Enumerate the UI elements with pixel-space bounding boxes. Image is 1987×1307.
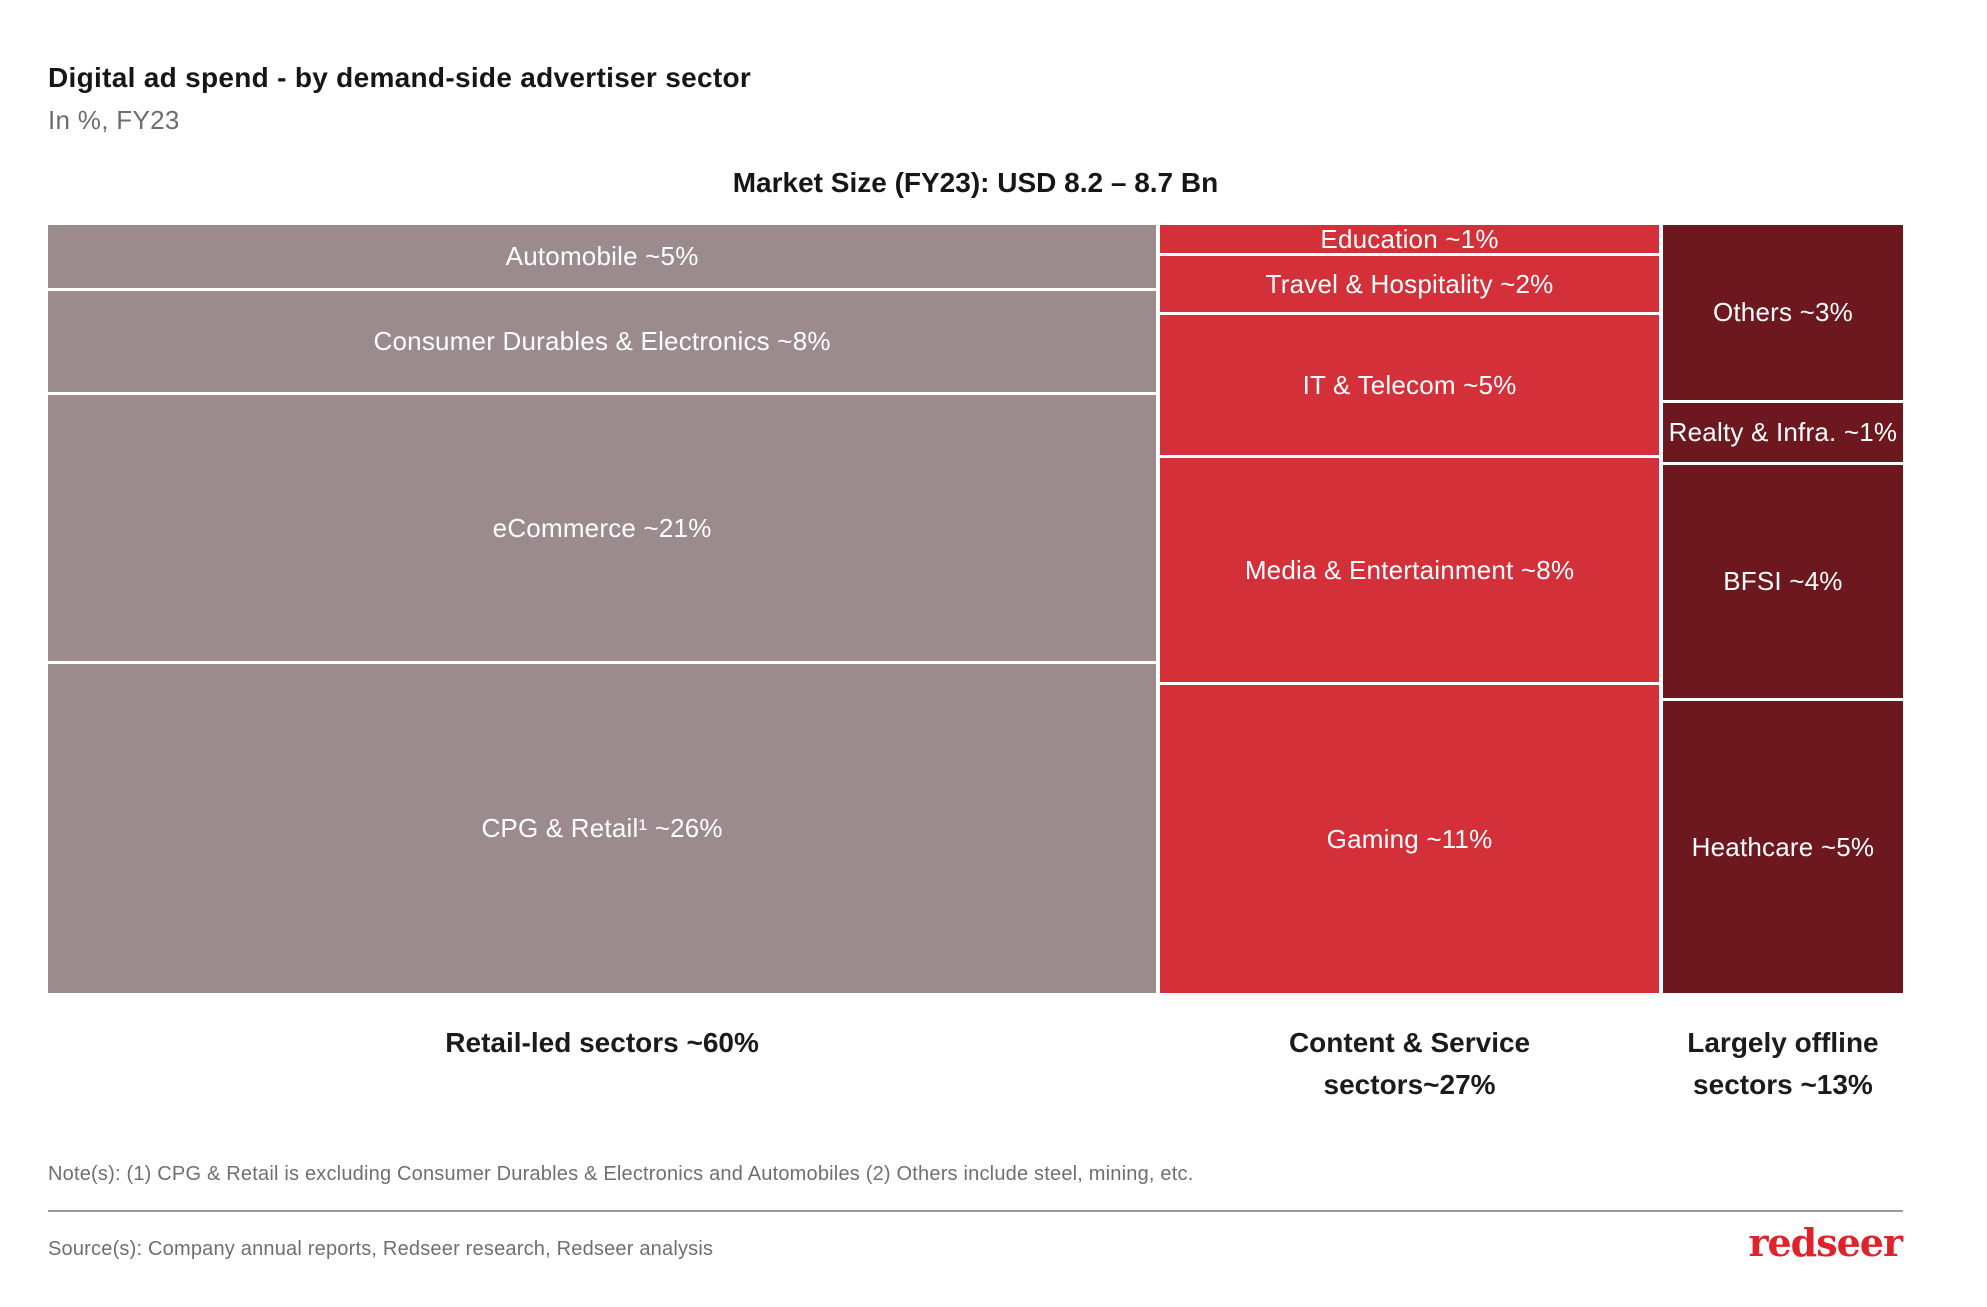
chart-segment: Education ~1% (1160, 223, 1659, 254)
page-subtitle: In %, FY23 (48, 105, 180, 135)
segment-label: Consumer Durables & Electronics ~8% (373, 326, 831, 357)
segment-label: Automobile ~5% (505, 241, 699, 272)
segment-label: Others ~3% (1712, 297, 1853, 328)
notes-text: Note(s): (1) CPG & Retail is excluding C… (48, 1163, 1194, 1185)
column-group-labels: Retail-led sectors ~60% Content & Service… (48, 1022, 1903, 1106)
chart-segment: eCommerce ~21% (48, 395, 1157, 662)
source-text: Source(s): Company annual reports, Redse… (48, 1238, 714, 1260)
chart-segment: CPG & Retail¹ ~26% (48, 664, 1157, 994)
mekko-chart: Automobile ~5% Consumer Durables & Electr… (48, 223, 1903, 994)
segment-label: Education ~1% (1320, 223, 1499, 254)
chart-segment: Gaming ~11% (1160, 685, 1659, 993)
chart-segment: IT & Telecom ~5% (1160, 315, 1659, 455)
chart-segment: Media & Entertainment ~8% (1160, 458, 1659, 682)
segment-label: Heathcare ~5% (1691, 831, 1875, 862)
segment-label: IT & Telecom ~5% (1302, 369, 1517, 400)
chart-segment: Realty & Infra. ~1% (1662, 403, 1903, 462)
segment-label: Media & Entertainment ~8% (1244, 554, 1575, 585)
mekko-column: Automobile ~5% Consumer Durables & Electr… (48, 225, 1157, 994)
segment-label: Realty & Infra. ~1% (1668, 416, 1898, 447)
segment-label: Travel & Hospitality ~2% (1265, 268, 1554, 299)
mekko-column: Others ~3% Realty & Infra. ~1% BFSI ~4% Hea… (1662, 225, 1903, 993)
chart-segment: Consumer Durables & Electronics ~8% (48, 291, 1157, 393)
chart-segment: Others ~3% (1662, 225, 1903, 401)
segment-label: eCommerce ~21% (492, 512, 712, 543)
segment-label: BFSI ~4% (1723, 565, 1843, 596)
column-group-label: Largely offline sectors ~13% (1687, 1027, 1879, 1100)
column-group-label: Content & Service sectors~27% (1288, 1027, 1531, 1100)
chart-segment: Travel & Hospitality ~2% (1160, 256, 1659, 312)
chart-segment: Heathcare ~5% (1662, 701, 1903, 993)
page-title: Digital ad spend - by demand-side advert… (48, 62, 752, 93)
market-size-label: Market Size (FY23): USD 8.2 – 8.7 Bn (732, 167, 1219, 198)
mekko-column: Education ~1% Travel & Hospitality ~2% IT … (1160, 223, 1659, 993)
segment-label: Gaming ~11% (1326, 823, 1493, 854)
segment-label: CPG & Retail¹ ~26% (481, 813, 723, 844)
footer-divider (48, 1210, 1903, 1212)
redseer-logo: redseer (1748, 1220, 1903, 1265)
chart-segment: BFSI ~4% (1662, 464, 1903, 699)
column-group-label: Retail-led sectors ~60% (445, 1027, 759, 1058)
chart-segment: Automobile ~5% (48, 225, 1157, 289)
